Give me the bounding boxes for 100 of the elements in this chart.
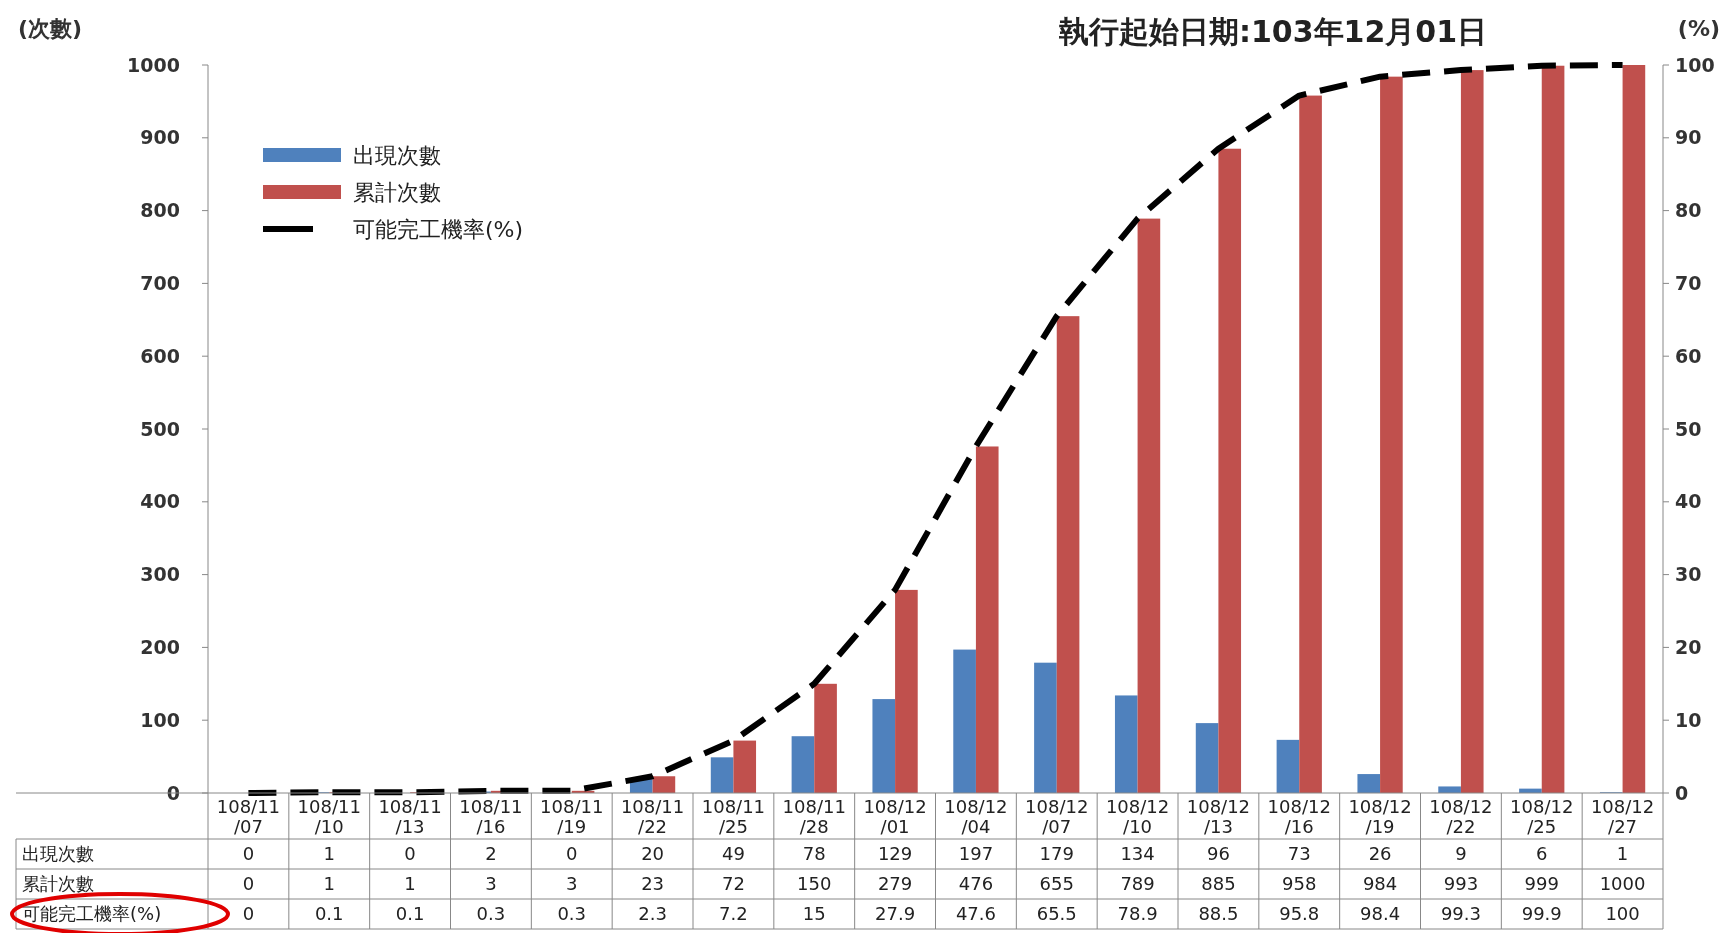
data-label: 1 xyxy=(323,843,335,865)
x-tick-label: 108/11/07 xyxy=(216,796,281,837)
y2-tick-label: 40 xyxy=(1675,490,1702,513)
data-label: 1000 xyxy=(1599,873,1646,895)
x-tick-label: 108/11/19 xyxy=(540,796,604,837)
data-label: 150 xyxy=(797,873,832,895)
x-tick-label: 108/12/04 xyxy=(944,796,1008,837)
data-label: 99.9 xyxy=(1521,903,1562,925)
x-tick-label: 108/12/22 xyxy=(1429,796,1493,837)
y2-tick-label: 20 xyxy=(1675,636,1702,659)
y2-tick-label: 10 xyxy=(1675,708,1702,731)
x-tick-label: 108/11/13 xyxy=(378,796,442,837)
y-tick-label: 100 xyxy=(140,708,180,731)
text: 累計次數 xyxy=(22,873,94,895)
x-tick-label: 108/11/28 xyxy=(782,796,846,837)
legend-label: 出現次數 xyxy=(353,142,441,168)
data-label: 0 xyxy=(242,903,255,925)
y-tick-label: 0 xyxy=(166,781,180,804)
x-tick-label: 108/12/13 xyxy=(1186,796,1251,837)
x-tick-label: 108/11/22 xyxy=(620,796,685,837)
x-tick-label: 108/12/27 xyxy=(1590,796,1655,837)
y-axis-title: (次數) xyxy=(18,16,83,41)
data-label: 78.9 xyxy=(1117,903,1158,925)
x-tick-label: 108/11/25 xyxy=(701,796,766,837)
y2-tick-label: 90 xyxy=(1675,126,1702,149)
data-label: 7.2 xyxy=(719,903,748,925)
data-label: 88.5 xyxy=(1198,903,1239,925)
data-label: 0.3 xyxy=(557,903,587,925)
data-label: 197 xyxy=(958,843,994,865)
data-label: 98.4 xyxy=(1360,903,1401,925)
data-label: 134 xyxy=(1120,843,1155,865)
x-tick-label: 108/12/16 xyxy=(1267,796,1331,837)
data-label: 49 xyxy=(721,843,745,865)
y2-tick-label: 50 xyxy=(1675,417,1702,440)
y2-axis-title: (%) xyxy=(1677,16,1720,41)
data-label: 15 xyxy=(802,903,826,925)
y-tick-label: 600 xyxy=(140,344,180,367)
y2-tick-label: 30 xyxy=(1675,563,1702,586)
y-tick-label: 900 xyxy=(140,126,180,149)
legend-label: 累計次數 xyxy=(353,179,441,205)
data-label: 73 xyxy=(1287,843,1311,865)
data-label: 6 xyxy=(1536,843,1548,865)
y-tick-label: 300 xyxy=(140,563,180,586)
data-label: 0 xyxy=(242,873,255,895)
data-label: 0 xyxy=(404,843,416,865)
data-label: 279 xyxy=(877,873,913,895)
text: 出現次數 xyxy=(22,843,94,865)
data-label: 1 xyxy=(323,873,335,895)
data-label: 0.1 xyxy=(314,903,344,925)
y-tick-label: 400 xyxy=(140,490,180,513)
data-label: 3 xyxy=(566,873,578,895)
data-label: 1 xyxy=(1616,843,1629,865)
data-label: 984 xyxy=(1362,873,1398,895)
x-tick-label: 108/12/19 xyxy=(1348,796,1412,837)
x-tick-label: 108/12/10 xyxy=(1105,796,1170,837)
data-label: 476 xyxy=(958,873,994,895)
data-label: 0 xyxy=(566,843,578,865)
data-label: 789 xyxy=(1120,873,1155,895)
data-label: 2 xyxy=(485,843,497,865)
data-label: 958 xyxy=(1282,873,1317,895)
data-label: 655 xyxy=(1039,873,1074,895)
data-label: 3 xyxy=(485,873,497,895)
data-label: 99.3 xyxy=(1440,903,1481,925)
data-label: 78 xyxy=(802,843,826,865)
legend-label: 可能完工機率(%) xyxy=(353,216,524,242)
data-label: 0.1 xyxy=(395,903,425,925)
data-label: 27.9 xyxy=(875,903,916,925)
data-label: 999 xyxy=(1524,873,1559,895)
data-label: 885 xyxy=(1201,873,1236,895)
y2-tick-label: 60 xyxy=(1675,344,1702,367)
x-tick-label: 108/11/10 xyxy=(297,796,361,837)
data-label: 9 xyxy=(1455,843,1467,865)
data-label: 0.3 xyxy=(476,903,506,925)
data-label: 96 xyxy=(1206,843,1230,865)
data-label: 23 xyxy=(641,873,665,895)
x-tick-label: 108/12/25 xyxy=(1510,796,1574,837)
chart-title: 執行起始日期:103年12月01日 xyxy=(1057,14,1488,49)
data-label: 179 xyxy=(1039,843,1074,865)
text: 可能完工機率(%) xyxy=(22,903,162,925)
data-label: 0 xyxy=(242,843,255,865)
data-label: 20 xyxy=(641,843,665,865)
data-label: 129 xyxy=(877,843,913,865)
data-label: 26 xyxy=(1368,843,1392,865)
y-tick-label: 200 xyxy=(140,636,180,659)
x-tick-label: 108/12/07 xyxy=(1025,796,1089,837)
x-tick-label: 108/12/01 xyxy=(863,796,927,837)
data-label: 47.6 xyxy=(955,903,996,925)
data-label: 72 xyxy=(721,873,745,895)
data-label: 993 xyxy=(1443,873,1479,895)
y2-tick-label: 80 xyxy=(1675,199,1702,222)
y2-tick-label: 0 xyxy=(1675,781,1689,804)
y2-tick-label: 70 xyxy=(1675,272,1702,295)
x-tick-label: 108/11/16 xyxy=(459,796,523,837)
data-label: 95.8 xyxy=(1279,903,1320,925)
y-tick-label: 800 xyxy=(140,199,180,222)
data-label: 2.3 xyxy=(638,903,667,925)
data-label: 65.5 xyxy=(1036,903,1077,925)
y-tick-label: 500 xyxy=(140,417,180,440)
y2-tick-label: 100 xyxy=(1675,53,1715,76)
data-label: 1 xyxy=(404,873,416,895)
